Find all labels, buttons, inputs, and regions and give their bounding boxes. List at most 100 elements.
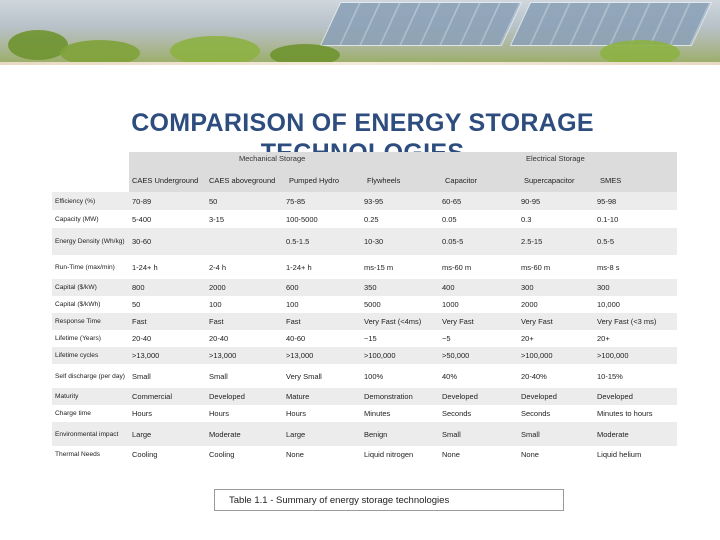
table-cell: 0.25: [364, 214, 379, 224]
leaf-graphic: [60, 40, 140, 62]
table-cell: 2000: [206, 279, 283, 296]
table-cell: ms-60 m: [521, 262, 551, 272]
table-row: Efficiency (%) 70-89 50 75-85 93-95 60-65 90-9…: [52, 192, 677, 210]
group-header-electrical: Electrical Storage: [526, 154, 585, 163]
column-header: CAES Underground: [129, 168, 206, 192]
table-row: Run-Time (max/min) 1-24+ h 2-4 h 1-24+ h ms-…: [52, 255, 677, 279]
table-cell: 30-60: [129, 228, 206, 255]
column-header: SMES: [594, 168, 677, 192]
table-cell: 1-24+ h: [286, 262, 312, 272]
row-label: Run-Time (max/min): [55, 263, 115, 271]
table-cell: 10,000: [597, 300, 620, 309]
table-cell: 20+: [521, 334, 534, 343]
table-cell: 5000: [364, 300, 381, 309]
row-label: Capital ($/kWh): [55, 301, 101, 308]
table-cell: 400: [439, 279, 518, 296]
table-cell: Very Small: [286, 371, 322, 381]
table-cell: ~15: [364, 334, 377, 343]
row-label: Capacity (MW): [55, 215, 99, 223]
table-cell: Fast: [129, 313, 206, 330]
table-row: Lifetime cycles >13,000 >13,000 >13,000 >100…: [52, 347, 677, 364]
table-row: Capacity (MW) 5-400 3-15 100-5000 0.25 0.05 0.…: [52, 210, 677, 228]
table-row: Capital ($/kWh) 50 100 100 5000 1000 2000 10,00…: [52, 296, 677, 313]
group-header-band: Mechanical Storage Electrical Storage: [129, 152, 677, 168]
table-cell: >13,000: [283, 347, 361, 364]
table-cell: 20-40: [209, 334, 229, 343]
table-row: Charge time Hours Hours Hours Minutes Seconds…: [52, 405, 677, 422]
table-cell: ms-15 m: [364, 262, 394, 272]
table-row: Thermal Needs Cooling Cooling None Liquid ni…: [52, 446, 677, 463]
table-cell: Small: [439, 422, 518, 446]
table-cell: 20-40: [132, 334, 152, 343]
table-cell: 1000: [442, 300, 459, 309]
table-cell: Moderate: [594, 422, 677, 446]
solar-panel-graphic: [509, 2, 713, 46]
leaf-graphic: [600, 40, 680, 62]
table-cell: [206, 228, 283, 255]
table-cell: >100,000: [361, 347, 439, 364]
table-cell: Fast: [283, 313, 361, 330]
table-cell: Hours: [132, 409, 153, 418]
table-cell: 100-5000: [286, 214, 318, 224]
table-cell: 0.05-5: [439, 228, 518, 255]
table-cell: 800: [129, 279, 206, 296]
table-cell: 0.5-5: [594, 228, 677, 255]
table-cell: Small: [518, 422, 594, 446]
table-cell: >100,000: [594, 347, 677, 364]
table-row: Energy Density (Wh/kg) 30-60 0.5-1.5 10-30 0…: [52, 228, 677, 255]
column-header-row: CAES Underground CAES aboveground Pumped H…: [52, 168, 677, 192]
table-cell: Moderate: [206, 422, 283, 446]
column-header: CAES aboveground: [206, 168, 283, 192]
table-cell: Benign: [361, 422, 439, 446]
table-cell: 0.05: [442, 214, 457, 224]
table-cell: 10-30: [361, 228, 439, 255]
table-row: Lifetime (Years) 20-40 20-40 40-60 ~15 ~5 20+ 2…: [52, 330, 677, 347]
table-cell: 300: [594, 279, 677, 296]
table-cell: 60-65: [439, 192, 518, 210]
table-cell: 2-4 h: [209, 262, 227, 272]
table-cell: 20-40%: [521, 371, 547, 381]
table-cell: 1-24+ h: [132, 262, 158, 272]
table-cell: Liquid helium: [597, 450, 642, 459]
table-cell: None: [286, 450, 304, 459]
table-cell: None: [521, 450, 539, 459]
table-cell: Demonstration: [361, 388, 439, 405]
table-cell: Very Fast: [518, 313, 594, 330]
table-cell: 100%: [364, 371, 384, 381]
table-cell: Seconds: [442, 409, 472, 418]
table-cell: Cooling: [132, 450, 158, 459]
table-cell: 600: [283, 279, 361, 296]
leaf-graphic: [8, 30, 68, 60]
table-cell: 3-15: [209, 214, 225, 224]
table-cell: 0.1-10: [597, 214, 619, 224]
table-row: Response Time Fast Fast Fast Very Fast (<4ms…: [52, 313, 677, 330]
table-cell: Hours: [286, 409, 307, 418]
table-cell: ~5: [442, 334, 451, 343]
table-cell: 95-98: [594, 192, 677, 210]
table-cell: 75-85: [283, 192, 361, 210]
table-cell: Cooling: [209, 450, 235, 459]
column-header: Supercapacitor: [518, 168, 594, 192]
table-cell: 70-89: [129, 192, 206, 210]
leaf-graphic: [170, 36, 260, 62]
table-cell: 20+: [597, 334, 610, 343]
row-label: Environmental impact: [52, 422, 129, 446]
table-cell: Minutes to hours: [597, 409, 653, 418]
row-label: Capital ($/kW): [52, 279, 129, 296]
table-cell: 93-95: [361, 192, 439, 210]
header-banner-image: [0, 0, 720, 62]
table-cell: Fast: [206, 313, 283, 330]
column-header: Capacitor: [439, 168, 518, 192]
table-cell: >13,000: [206, 347, 283, 364]
table-cell: Hours: [209, 409, 230, 418]
table-cell: >100,000: [518, 347, 594, 364]
table-cell: 10-15%: [597, 371, 623, 381]
table-cell: 350: [361, 279, 439, 296]
table-cell: Liquid nitrogen: [364, 450, 414, 459]
table-cell: Large: [129, 422, 206, 446]
table-cell: 100: [209, 300, 222, 309]
table-cell: Large: [283, 422, 361, 446]
table-cell: Very Fast (<4ms): [361, 313, 439, 330]
table-cell: ms-60 m: [442, 262, 472, 272]
table-cell: 0.3: [521, 214, 532, 224]
